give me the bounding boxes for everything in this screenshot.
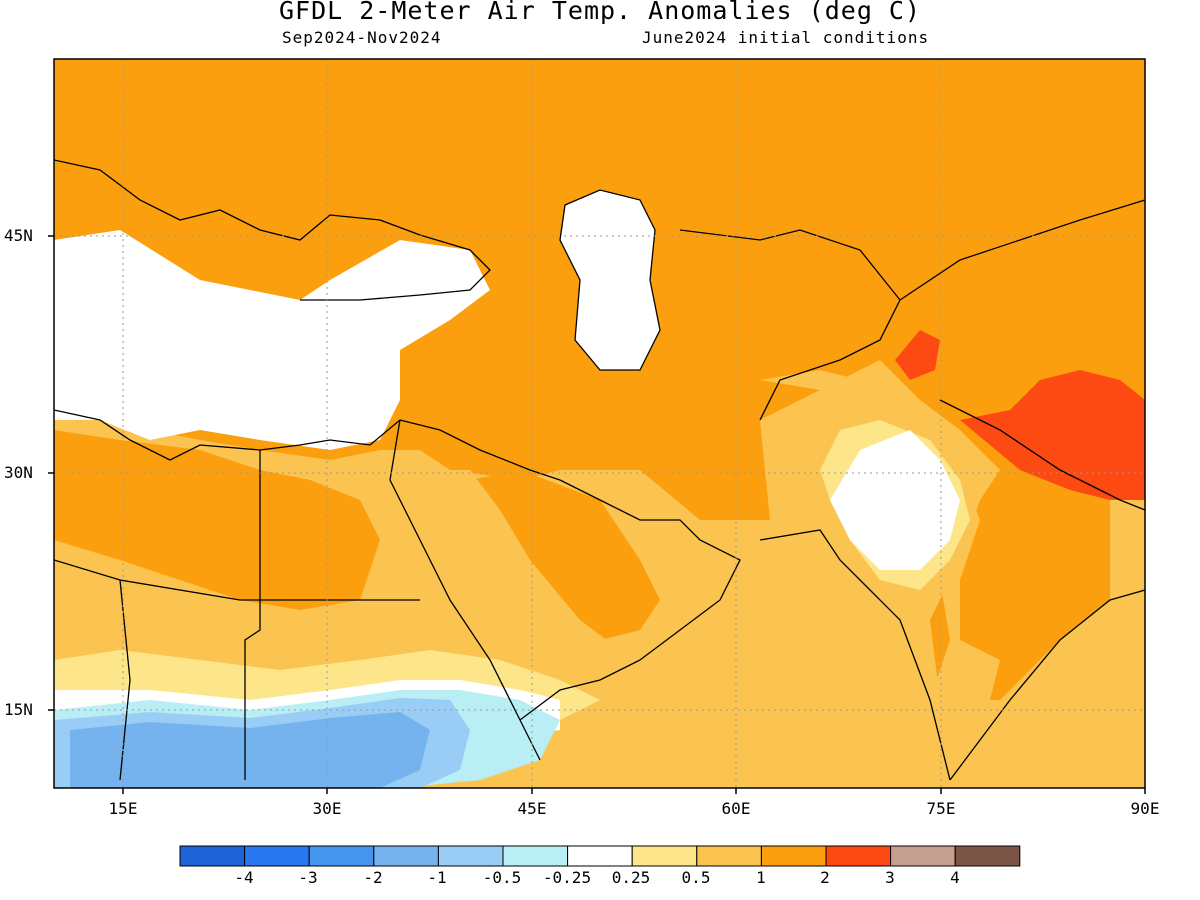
lon-label-30e: 30E — [312, 799, 342, 818]
lat-label-30n: 30N — [4, 463, 33, 482]
colorbar-label: -2 — [363, 868, 383, 887]
colorbar-swatch — [760, 845, 827, 867]
colorbar-swatch — [696, 845, 762, 867]
colorbar-label: 0.25 — [611, 868, 651, 887]
colorbar-swatch — [179, 845, 246, 867]
colorbar-swatch — [890, 845, 956, 867]
colorbar-label: 2 — [820, 868, 830, 887]
lat-label-45n: 45N — [4, 226, 33, 245]
colorbar-swatch — [244, 845, 310, 867]
colorbar-label: 1 — [756, 868, 766, 887]
colorbar-swatch — [631, 845, 698, 867]
colorbar-swatch — [954, 845, 1021, 867]
forecast-period: Sep2024-Nov2024 — [282, 28, 442, 47]
lon-label-60e: 60E — [721, 799, 751, 818]
lon-label-15e: 15E — [108, 799, 138, 818]
anomaly-region-2-arabia — [470, 470, 660, 640]
graticule — [54, 59, 1145, 788]
anomaly-region-2-sahara — [54, 430, 380, 610]
anomaly-region-3-kashmir — [895, 330, 940, 380]
colorbar — [179, 845, 1021, 867]
colorbar-label: -0.25 — [542, 868, 592, 887]
map-title: GFDL 2-Meter Air Temp. Anomalies (deg C) — [278, 0, 922, 25]
colorbar-swatch — [567, 845, 633, 867]
colorbar-label: 0.5 — [681, 868, 711, 887]
anomaly-region-neutral-caspian — [560, 190, 660, 370]
colorbar-label: -0.5 — [482, 868, 522, 887]
colorbar-swatch — [373, 845, 439, 867]
anomaly-region-3-tibet — [960, 370, 1145, 500]
lon-label-90e: 90E — [1130, 799, 1160, 818]
coastlines — [54, 159, 1145, 781]
anomaly-region-2-north — [54, 59, 1145, 700]
anomaly-region-neutral-india — [830, 430, 960, 570]
anomaly-region-cool-1 — [70, 712, 430, 788]
lon-label-45e: 45E — [517, 799, 547, 818]
colorbar-swatch — [502, 845, 569, 867]
anomaly-field — [54, 59, 1145, 788]
colorbar-label: -3 — [298, 868, 318, 887]
lon-label-75e: 75E — [926, 799, 956, 818]
initial-conditions: June2024 initial conditions — [642, 28, 930, 47]
lat-label-15n: 15N — [4, 700, 33, 719]
anomaly-region-1-arabia — [430, 470, 700, 690]
colorbar-label: 4 — [950, 868, 960, 887]
colorbar-label: -4 — [234, 868, 254, 887]
axis-ticks — [48, 235, 1146, 794]
colorbar-label: 3 — [885, 868, 895, 887]
anomaly-region-neutral-med — [54, 230, 490, 450]
map-frame — [53, 58, 1146, 789]
colorbar-label: -1 — [427, 868, 447, 887]
colorbar-swatch — [308, 845, 375, 867]
colorbar-swatch — [825, 845, 892, 867]
colorbar-swatch — [437, 845, 504, 867]
